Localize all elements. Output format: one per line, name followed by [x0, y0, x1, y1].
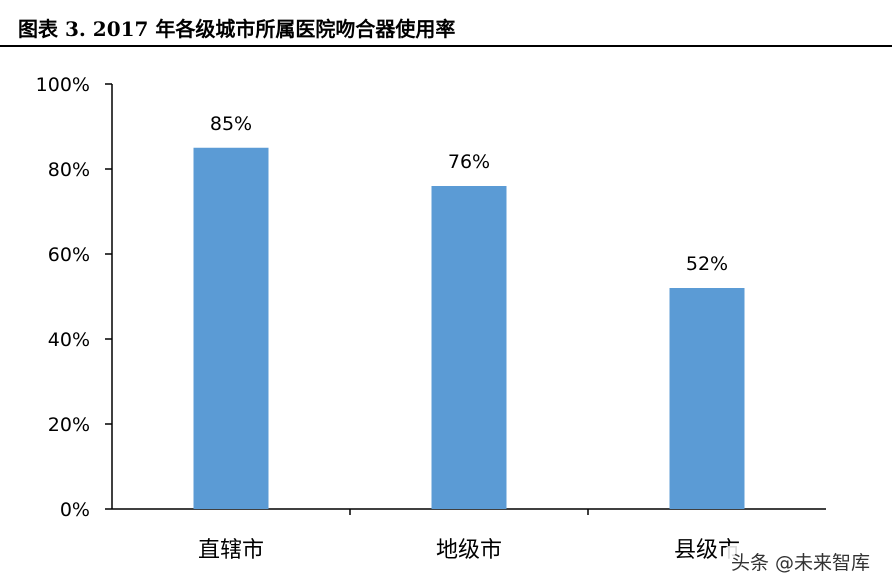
chart-title: 图表 3. 2017 年各级城市所属医院吻合器使用率	[18, 17, 456, 41]
bar	[669, 288, 745, 509]
y-tick-label: 20%	[48, 414, 90, 436]
watermark: 头条 @未来智库	[724, 546, 876, 577]
y-tick-label: 100%	[36, 74, 90, 96]
bar	[193, 147, 269, 509]
bar	[431, 186, 507, 509]
bars	[193, 147, 745, 509]
y-tick-label: 0%	[60, 499, 90, 521]
x-tick-label: 直辖市	[198, 538, 264, 563]
y-tick-label: 60%	[48, 244, 90, 266]
y-tick-label: 40%	[48, 329, 90, 351]
title-rule	[0, 45, 892, 47]
data-label: 52%	[686, 253, 728, 275]
x-tick-label: 地级市	[436, 538, 502, 563]
data-label: 76%	[448, 151, 490, 173]
y-tick-label: 80%	[48, 159, 90, 181]
data-label: 85%	[210, 113, 252, 135]
